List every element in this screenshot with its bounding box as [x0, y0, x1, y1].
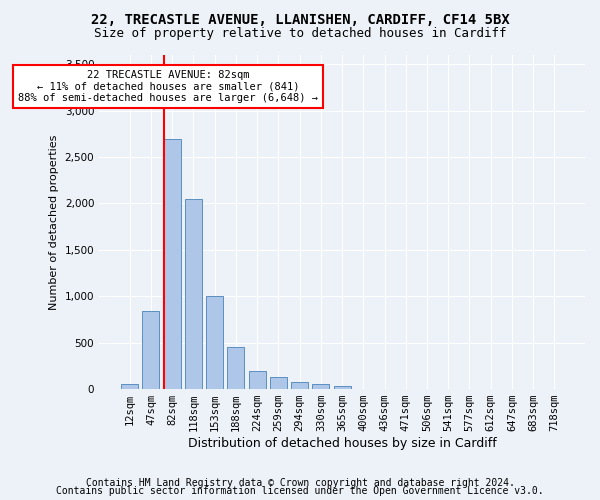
Bar: [270, 377, 287, 389]
Bar: [142, 311, 160, 389]
X-axis label: Distribution of detached houses by size in Cardiff: Distribution of detached houses by size …: [188, 437, 496, 450]
Bar: [227, 348, 244, 389]
Bar: [248, 370, 266, 389]
Bar: [121, 384, 138, 389]
Y-axis label: Number of detached properties: Number of detached properties: [49, 134, 59, 310]
Text: 22 TRECASTLE AVENUE: 82sqm
← 11% of detached houses are smaller (841)
88% of sem: 22 TRECASTLE AVENUE: 82sqm ← 11% of deta…: [18, 70, 318, 103]
Bar: [185, 199, 202, 389]
Bar: [291, 382, 308, 389]
Bar: [164, 138, 181, 389]
Bar: [206, 296, 223, 389]
Text: Size of property relative to detached houses in Cardiff: Size of property relative to detached ho…: [94, 28, 506, 40]
Text: 22, TRECASTLE AVENUE, LLANISHEN, CARDIFF, CF14 5BX: 22, TRECASTLE AVENUE, LLANISHEN, CARDIFF…: [91, 12, 509, 26]
Bar: [313, 384, 329, 389]
Text: Contains public sector information licensed under the Open Government Licence v3: Contains public sector information licen…: [56, 486, 544, 496]
Text: Contains HM Land Registry data © Crown copyright and database right 2024.: Contains HM Land Registry data © Crown c…: [86, 478, 514, 488]
Bar: [334, 386, 350, 389]
